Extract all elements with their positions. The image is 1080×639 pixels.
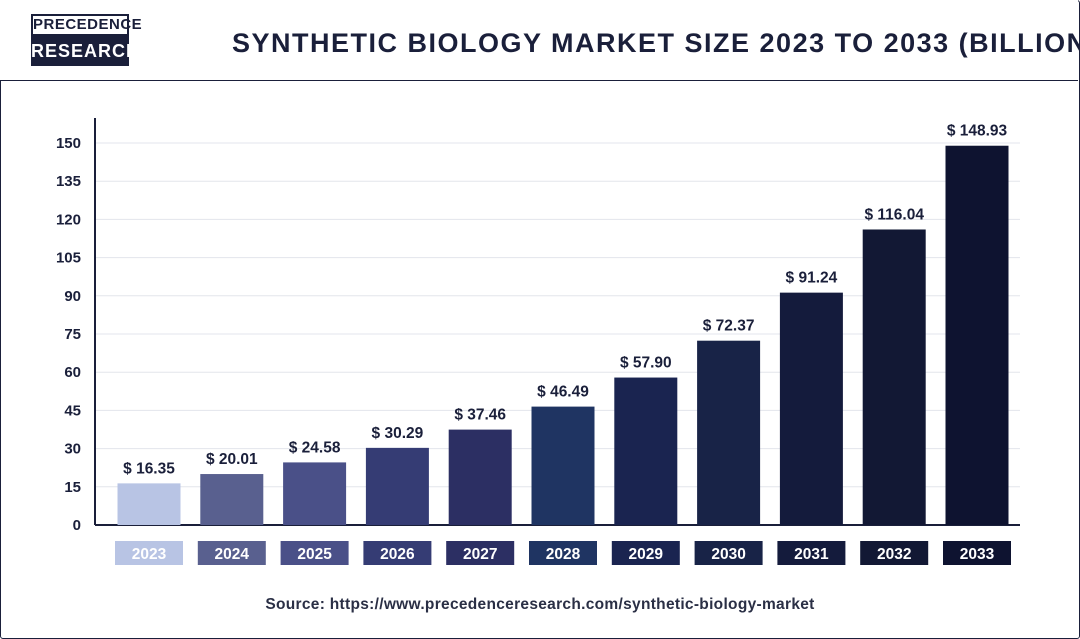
- value-label-2025: $ 24.58: [289, 439, 341, 456]
- bar-2026: [365, 447, 429, 525]
- source-note: Source: https://www.precedenceresearch.c…: [265, 596, 815, 613]
- header: PRECEDENCE RESEARCH SYNTHETIC BIOLOGY MA…: [0, 0, 1080, 81]
- bar-2025: [283, 462, 347, 525]
- x-tick-label-2026: 2026: [380, 546, 415, 563]
- value-label-2024: $ 20.01: [206, 451, 258, 468]
- value-label-2023: $ 16.35: [123, 460, 175, 477]
- x-tick-label-2028: 2028: [546, 546, 581, 563]
- x-label-box-2031: [777, 541, 846, 565]
- x-label-box-2025: [280, 541, 349, 565]
- x-tick-label-2033: 2033: [960, 546, 995, 563]
- y-tick-label-120: 120: [56, 211, 81, 228]
- bar-2023: [117, 483, 181, 525]
- y-tick-label-135: 135: [56, 173, 81, 190]
- value-label-2029: $ 57.90: [620, 355, 672, 372]
- logo-line2: RESEARCH: [31, 36, 139, 66]
- y-tick-label-30: 30: [64, 441, 81, 458]
- value-label-2031: $ 91.24: [786, 270, 838, 287]
- x-tick-label-2024: 2024: [215, 546, 250, 563]
- bar-2029: [614, 377, 678, 525]
- bar-2033: [945, 145, 1009, 526]
- x-label-box-2030: [694, 541, 763, 565]
- x-label-box-2026: [363, 541, 432, 565]
- x-label-box-2024: [197, 541, 266, 565]
- y-tick-label-15: 15: [64, 479, 81, 496]
- bar-2031: [779, 292, 843, 525]
- x-label-box-2032: [860, 541, 929, 565]
- y-tick-label-105: 105: [56, 250, 81, 267]
- x-tick-label-2030: 2030: [711, 546, 745, 563]
- x-tick-label-2027: 2027: [463, 546, 497, 563]
- x-tick-label-2029: 2029: [629, 546, 664, 563]
- x-tick-label-2023: 2023: [132, 546, 167, 563]
- x-label-box-2033: [943, 541, 1011, 565]
- value-label-2026: $ 30.29: [372, 425, 424, 442]
- bar-2032: [862, 229, 926, 525]
- y-tick-label-45: 45: [64, 402, 81, 419]
- value-label-2028: $ 46.49: [537, 384, 589, 401]
- y-tick-label-75: 75: [64, 326, 81, 343]
- value-label-2033: $ 148.93: [947, 123, 1008, 140]
- x-label-box-2028: [529, 541, 597, 565]
- x-label-box-2027: [446, 541, 515, 565]
- x-tick-label-2031: 2031: [794, 546, 829, 563]
- bar-2024: [200, 474, 264, 525]
- value-label-2027: $ 37.46: [454, 407, 506, 424]
- bar-2028: [531, 406, 595, 525]
- value-label-2032: $ 116.04: [864, 206, 924, 223]
- y-tick-label-60: 60: [64, 364, 81, 381]
- bar-2027: [448, 429, 512, 525]
- chart-title: SYNTHETIC BIOLOGY MARKET SIZE 2023 TO 20…: [232, 28, 1080, 58]
- bar-2030: [697, 340, 761, 525]
- y-tick-label-0: 0: [73, 517, 81, 534]
- value-label-2030: $ 72.37: [703, 318, 755, 335]
- x-tick-label-2025: 2025: [297, 546, 332, 563]
- y-tick-label-90: 90: [64, 288, 81, 305]
- x-label-box-2029: [611, 541, 680, 565]
- x-tick-label-2032: 2032: [877, 546, 911, 563]
- x-label-box-2023: [115, 541, 183, 565]
- y-tick-label-150: 150: [56, 135, 81, 152]
- precedence-research-logo: PRECEDENCE RESEARCH: [31, 14, 142, 66]
- logo-line1: PRECEDENCE: [31, 14, 142, 36]
